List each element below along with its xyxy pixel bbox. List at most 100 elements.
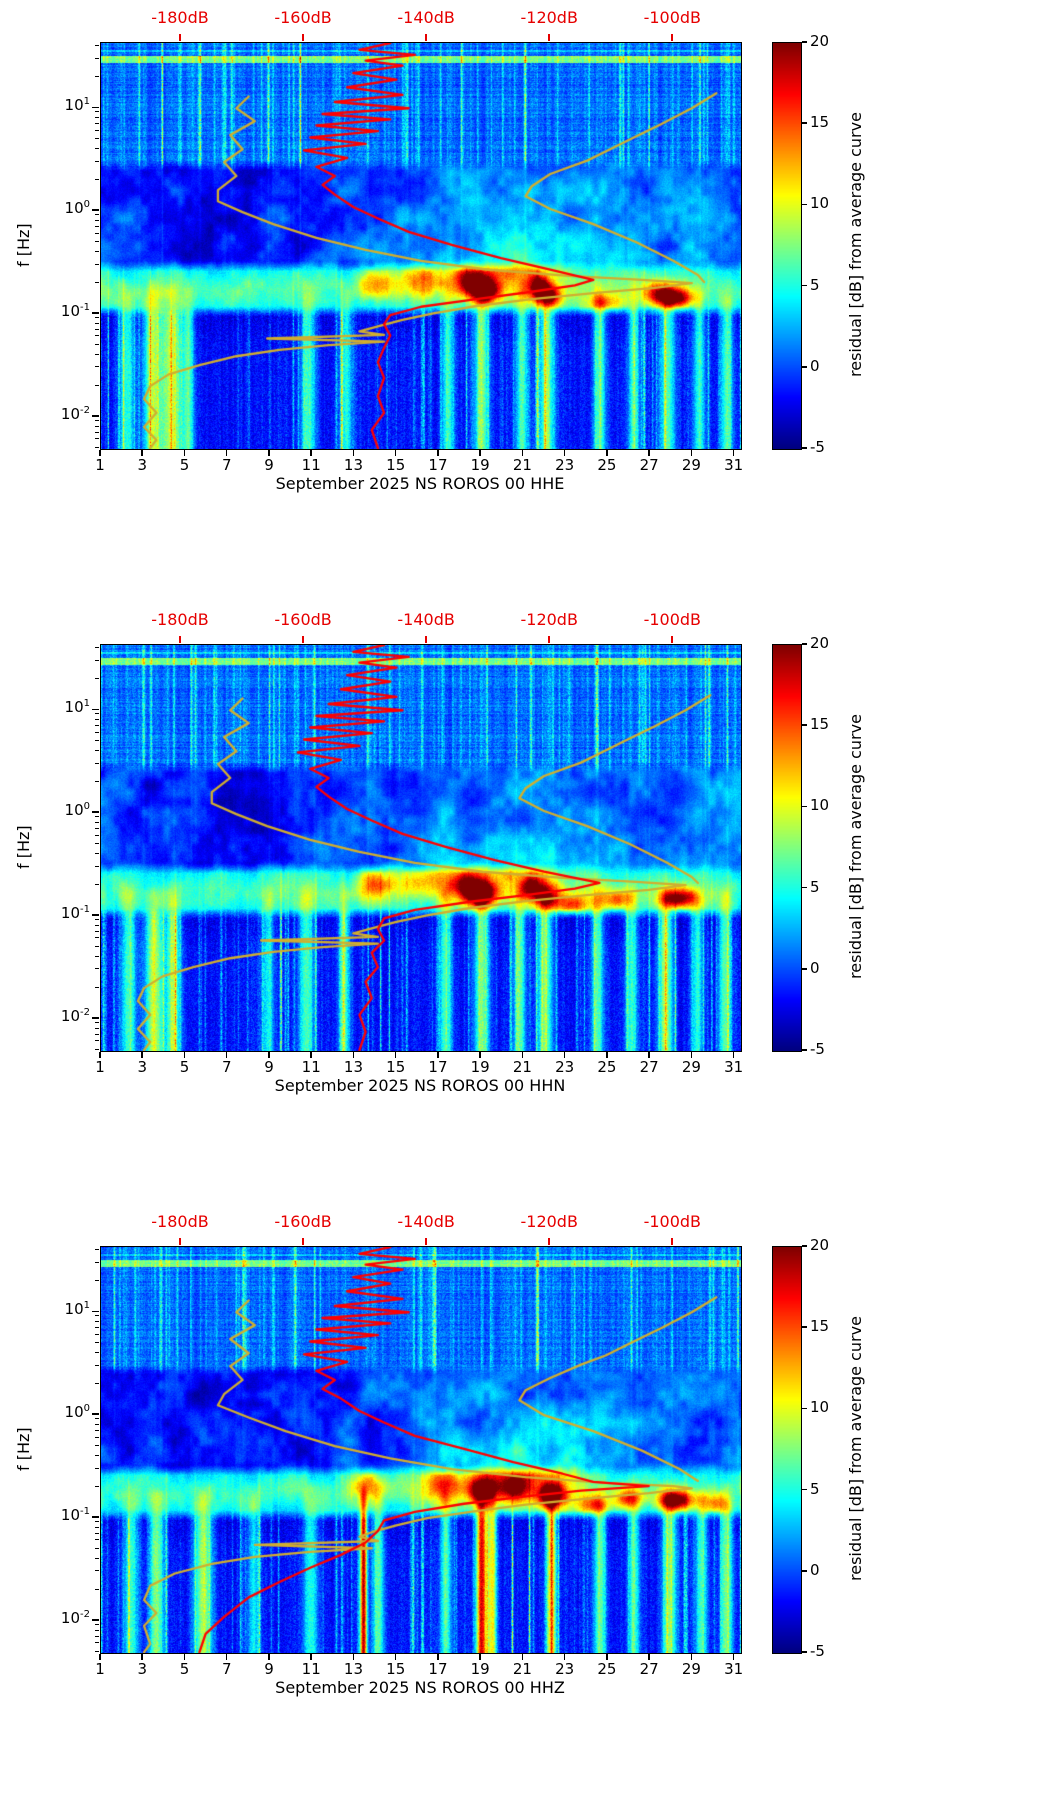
x-axis-tick-label: 25 [597, 456, 617, 474]
y-axis-minor-tick [95, 1557, 99, 1559]
x-axis-tick-label: 15 [386, 1660, 406, 1678]
colorbar-tick [802, 805, 807, 808]
top-axis-tick [179, 34, 181, 41]
y-axis-minor-tick [95, 240, 99, 242]
top-axis-label: -160dB [274, 1212, 332, 1231]
x-axis-tick [690, 1052, 693, 1058]
x-axis-tick-label: 27 [639, 456, 659, 474]
x-axis-tick [183, 1052, 186, 1058]
colorbar-tick-label: 15 [810, 715, 830, 734]
y-axis-minor-tick [95, 1248, 99, 1250]
y-axis-minor-tick [95, 1048, 99, 1050]
y-axis-minor-tick [95, 263, 99, 265]
y-axis-minor-tick [95, 1526, 99, 1528]
y-axis-minor-tick [95, 1033, 99, 1035]
y-axis-minor-tick [95, 677, 99, 679]
y-axis-tick-label: 10-2 [60, 405, 90, 424]
y-axis-minor-tick [95, 930, 99, 932]
y-axis-minor-tick [95, 1629, 99, 1631]
x-axis-tick [310, 450, 312, 456]
y-axis-tick [92, 209, 99, 211]
y-axis-label: f [Hz] [14, 1427, 33, 1471]
x-axis-tick [225, 1654, 228, 1660]
top-axis-label: -140dB [397, 1212, 455, 1231]
y-axis-minor-tick [95, 865, 99, 867]
top-axis-tick [425, 1238, 428, 1245]
x-axis-tick [268, 450, 270, 456]
colorbar-tick [802, 203, 807, 206]
x-axis-tick [648, 1654, 650, 1660]
y-axis-minor-tick [95, 425, 99, 427]
top-axis-tick [179, 636, 181, 643]
x-axis-tick-label: 21 [512, 1058, 532, 1076]
y-axis-minor-tick [95, 919, 99, 921]
x-axis-tick-label: 21 [512, 456, 532, 474]
x-axis-tick-label: 31 [724, 1660, 744, 1678]
y-axis-minor-tick [95, 1320, 99, 1322]
y-axis-minor-tick [95, 1333, 99, 1335]
x-axis-tick-label: 17 [428, 456, 448, 474]
x-axis-tick-label: 1 [95, 456, 105, 474]
colorbar [772, 1246, 802, 1654]
x-axis-tick [310, 1654, 312, 1660]
colorbar-tick [802, 447, 807, 449]
colorbar-tick-label: 15 [810, 113, 830, 132]
x-axis-tick [606, 1654, 608, 1660]
colorbar-tick-label: 15 [810, 1317, 830, 1336]
y-axis-minor-tick [95, 1436, 99, 1438]
x-axis-tick [225, 1052, 228, 1058]
top-axis-label: -160dB [274, 610, 332, 629]
y-axis-minor-tick [95, 1547, 99, 1549]
y-axis-tick [92, 415, 99, 417]
x-axis-tick [394, 1654, 397, 1660]
y-axis-minor-tick [95, 1382, 99, 1384]
colorbar-tick-label: 20 [810, 634, 830, 652]
y-axis-minor-tick [95, 1570, 99, 1572]
spectrogram-panel-hhz: f [Hz] residual [dB] from average curve … [0, 1204, 1052, 1806]
colorbar-tick [802, 41, 807, 43]
top-axis-tick [302, 1238, 305, 1245]
y-axis-minor-tick [95, 852, 99, 854]
x-axis-tick-label: 7 [221, 456, 232, 474]
x-axis-tick-label: 13 [343, 1058, 363, 1076]
y-axis-minor-tick [95, 1261, 99, 1263]
y-axis-minor-tick [95, 1429, 99, 1431]
x-axis-tick-label: 5 [179, 1660, 190, 1678]
x-axis-tick [606, 450, 608, 456]
x-axis-tick-label: 17 [428, 1058, 448, 1076]
x-axis-tick-label: 19 [470, 1660, 490, 1678]
colorbar-tick [802, 122, 807, 124]
y-axis-label: f [Hz] [14, 825, 33, 869]
x-axis-tick [690, 1654, 693, 1660]
y-axis-minor-tick [95, 842, 99, 844]
y-axis-minor-tick [95, 724, 99, 726]
top-axis-tick [548, 636, 551, 643]
y-axis-minor-tick [95, 1485, 99, 1487]
top-axis-label: -180dB [151, 8, 209, 27]
y-axis-minor-tick [95, 762, 99, 764]
colorbar-tick-label: 10 [810, 1398, 830, 1417]
x-axis-tick [394, 1052, 397, 1058]
top-axis-tick [671, 636, 674, 643]
y-axis-minor-tick [95, 1351, 99, 1353]
y-axis-minor-tick [95, 328, 99, 330]
y-axis-minor-tick [95, 335, 99, 337]
top-axis-tick [179, 1238, 181, 1245]
top-axis-label: -100dB [643, 610, 702, 629]
colorbar-tick [802, 643, 807, 645]
x-axis-tick-label: 9 [264, 1660, 274, 1678]
colorbar-tick [802, 1245, 807, 1247]
y-axis-minor-tick [95, 1467, 99, 1469]
y-axis-minor-tick [95, 1315, 99, 1317]
top-axis-tick [671, 1238, 674, 1245]
y-axis-tick-label: 101 [64, 96, 90, 115]
y-axis-tick [92, 106, 99, 108]
y-axis-tick-label: 10-2 [60, 1609, 90, 1628]
y-axis-minor-tick [95, 111, 99, 113]
colorbar-tick-label: 20 [810, 32, 830, 50]
y-axis-tick-label: 10-1 [60, 904, 90, 923]
x-axis-title: September 2025 NS ROROS 00 HHZ [275, 1678, 565, 1697]
x-axis-tick [521, 1052, 524, 1058]
top-axis-tick [548, 1238, 551, 1245]
colorbar-tick-label: 5 [810, 877, 820, 896]
